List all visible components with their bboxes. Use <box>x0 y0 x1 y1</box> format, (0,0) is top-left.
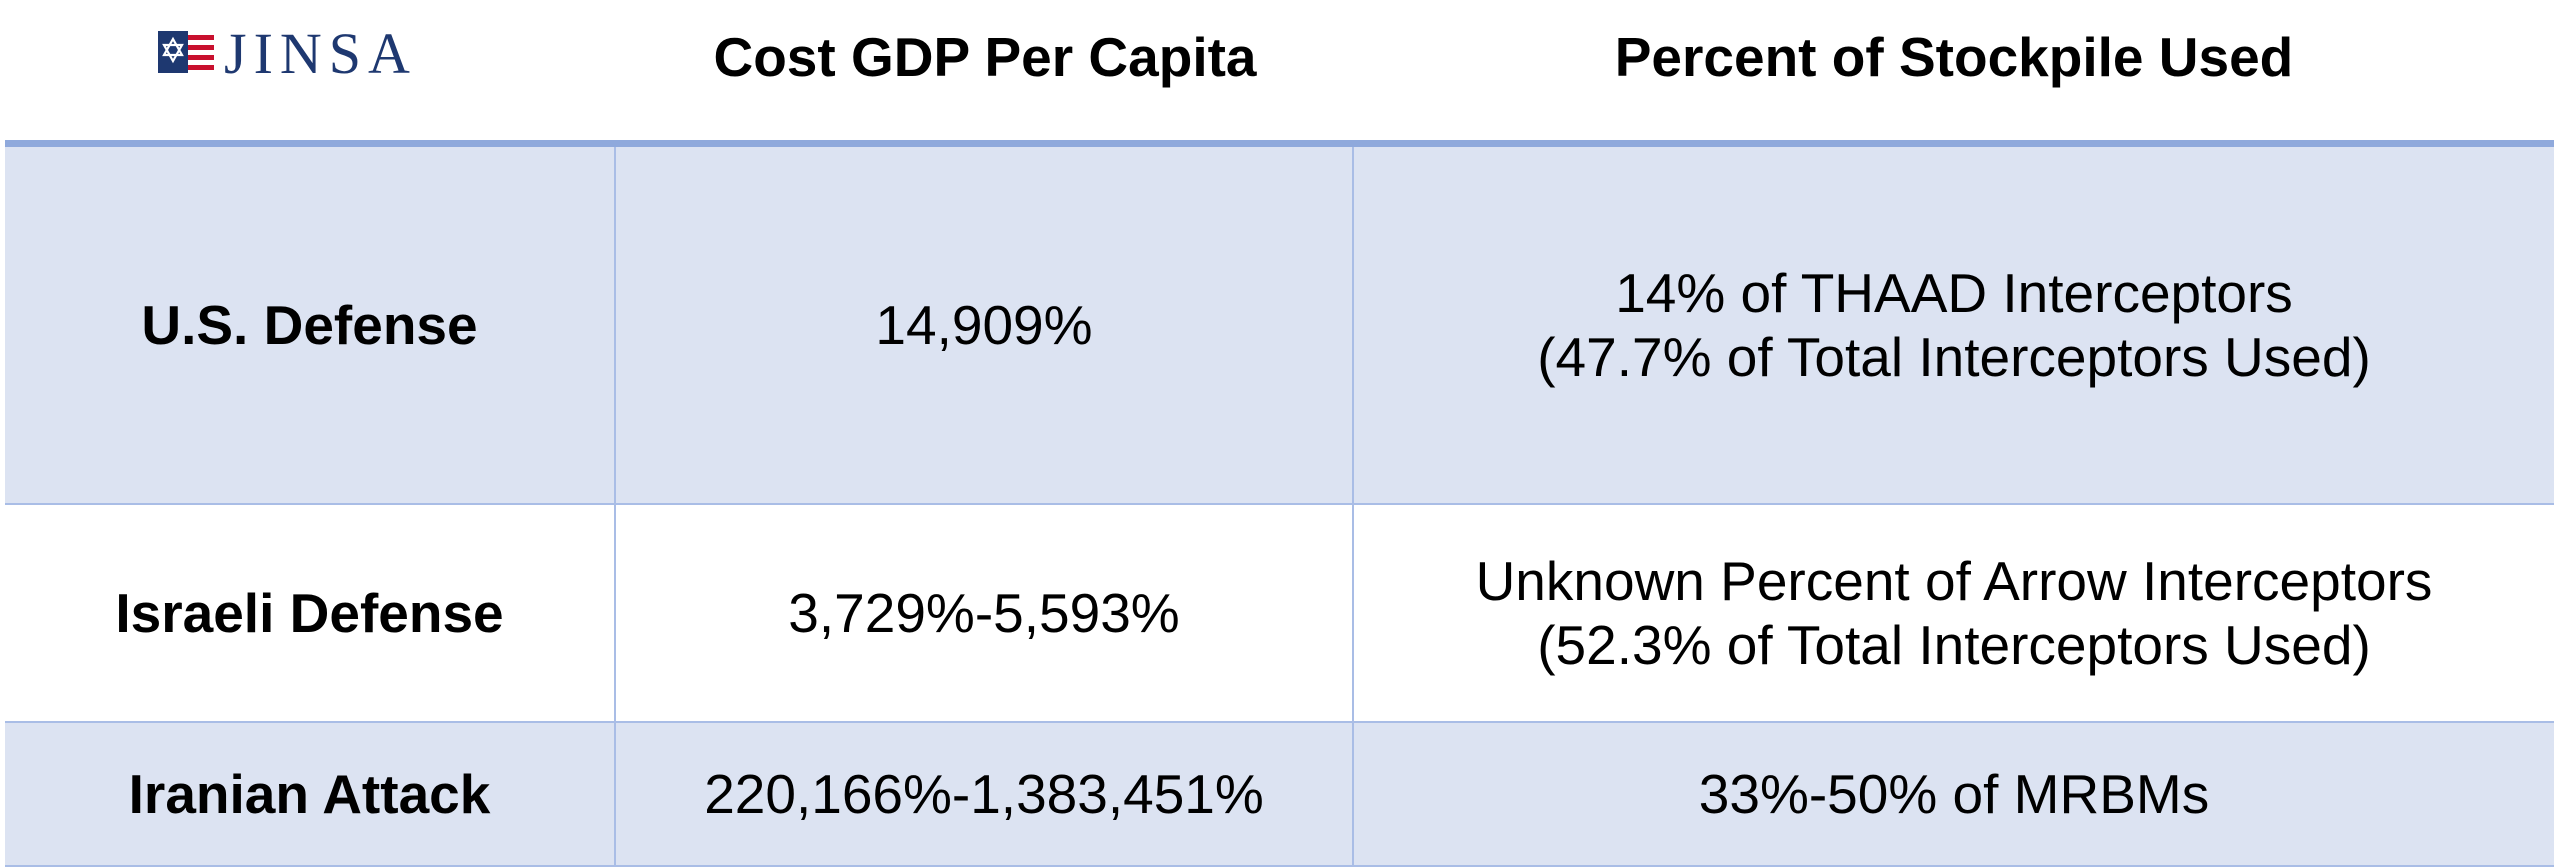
table-row: Iranian Attack 220,166%-1,383,451% 33%-5… <box>5 723 2554 867</box>
stockpile-line: (52.3% of Total Interceptors Used) <box>1537 614 2371 676</box>
stockpile-line: (47.7% of Total Interceptors Used) <box>1537 326 2371 388</box>
column-header-cost: Cost GDP Per Capita <box>713 26 1257 88</box>
cost-cell: 14,909% <box>616 147 1354 505</box>
flag-star-of-david-icon <box>158 31 214 77</box>
data-table: U.S. Defense 14,909% 14% of THAAD Interc… <box>5 140 2554 867</box>
stockpile-line: 33%-50% of MRBMs <box>1698 763 2210 825</box>
row-label: Israeli Defense <box>5 505 616 723</box>
cost-cell: 220,166%-1,383,451% <box>616 723 1354 867</box>
table-header: JINSA Cost GDP Per Capita Percent of Sto… <box>0 0 2560 140</box>
stockpile-cell: Unknown Percent of Arrow Interceptors (5… <box>1354 505 2554 723</box>
stockpile-cell: 14% of THAAD Interceptors (47.7% of Tota… <box>1354 147 2554 505</box>
stockpile-cell: 33%-50% of MRBMs <box>1354 723 2554 867</box>
jinsa-logo: JINSA <box>158 21 417 86</box>
header-rule <box>5 140 2554 147</box>
column-header-stockpile: Percent of Stockpile Used <box>1614 26 2294 88</box>
row-label: U.S. Defense <box>5 147 616 505</box>
table-row: U.S. Defense 14,909% 14% of THAAD Interc… <box>5 147 2554 505</box>
logo-text: JINSA <box>224 21 417 86</box>
cost-cell: 3,729%-5,593% <box>616 505 1354 723</box>
stockpile-line: Unknown Percent of Arrow Interceptors <box>1475 550 2433 612</box>
stockpile-line: 14% of THAAD Interceptors <box>1615 262 2293 324</box>
row-label: Iranian Attack <box>5 723 616 867</box>
table-row: Israeli Defense 3,729%-5,593% Unknown Pe… <box>5 505 2554 723</box>
